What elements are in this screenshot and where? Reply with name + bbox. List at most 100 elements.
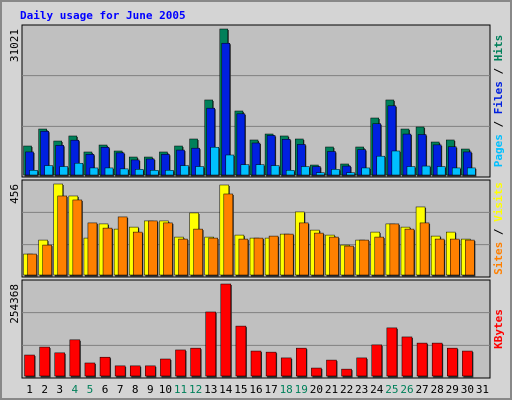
bar bbox=[419, 222, 430, 276]
bar bbox=[148, 220, 158, 276]
bar bbox=[404, 228, 415, 276]
x-tick-label: 12 bbox=[189, 383, 202, 396]
bar bbox=[117, 216, 128, 276]
bar bbox=[281, 138, 291, 176]
bar bbox=[391, 150, 401, 176]
legend-separator: / bbox=[492, 222, 505, 242]
bar bbox=[89, 167, 99, 176]
bar bbox=[195, 166, 204, 176]
bar bbox=[190, 347, 201, 377]
legend-label: Hits bbox=[492, 35, 505, 62]
bar bbox=[57, 195, 67, 276]
bar bbox=[119, 168, 129, 176]
bar bbox=[301, 166, 310, 176]
bar bbox=[299, 222, 309, 276]
x-tick-label: 24 bbox=[370, 383, 384, 396]
bar bbox=[235, 325, 247, 377]
x-tick-label: 18 bbox=[280, 383, 293, 396]
bar bbox=[175, 349, 186, 377]
bar bbox=[326, 359, 337, 377]
bar bbox=[54, 352, 65, 377]
chart-title: Daily usage for June 2005 bbox=[20, 9, 186, 22]
bar bbox=[99, 356, 111, 377]
bar bbox=[114, 365, 126, 377]
x-tick-label: 4 bbox=[72, 383, 79, 396]
bar bbox=[27, 253, 37, 276]
x-tick-label: 23 bbox=[355, 383, 368, 396]
x-tick-label: 8 bbox=[132, 383, 139, 396]
bar bbox=[265, 351, 277, 377]
bar bbox=[223, 193, 234, 276]
x-tick-label: 16 bbox=[249, 383, 262, 396]
bar-shadow bbox=[347, 173, 356, 177]
x-tick-label: 29 bbox=[446, 383, 459, 396]
bar bbox=[180, 165, 189, 176]
bar bbox=[316, 172, 325, 176]
bar bbox=[376, 155, 386, 176]
x-tick-label: 22 bbox=[340, 383, 353, 396]
bar bbox=[314, 232, 324, 276]
bar bbox=[145, 365, 156, 377]
bar bbox=[450, 238, 460, 276]
legend-separator: / bbox=[492, 114, 505, 134]
bar bbox=[72, 199, 83, 276]
legend-label: KBytes bbox=[492, 309, 505, 349]
bar bbox=[361, 167, 370, 176]
bar bbox=[74, 162, 84, 176]
bar bbox=[359, 239, 369, 276]
bar bbox=[344, 245, 354, 276]
bar bbox=[84, 362, 96, 377]
x-tick-label: 25 bbox=[385, 383, 398, 396]
x-tick-label: 10 bbox=[159, 383, 172, 396]
x-tick-label: 20 bbox=[310, 383, 323, 396]
bar bbox=[285, 170, 295, 176]
bar bbox=[69, 339, 81, 377]
legend: KBytes bbox=[492, 309, 505, 349]
bar bbox=[104, 167, 114, 176]
bar bbox=[389, 223, 400, 276]
bar bbox=[87, 222, 98, 276]
bar bbox=[255, 164, 265, 176]
bar bbox=[268, 235, 279, 276]
x-tick-label: 1 bbox=[26, 383, 33, 396]
bar bbox=[311, 367, 322, 377]
bar bbox=[270, 165, 280, 176]
bar bbox=[24, 354, 35, 377]
bar bbox=[134, 169, 144, 176]
bar bbox=[240, 164, 250, 176]
x-tick-label: 28 bbox=[431, 383, 444, 396]
x-tick-label: 7 bbox=[117, 383, 124, 396]
bar bbox=[431, 342, 443, 377]
x-tick-label: 27 bbox=[415, 383, 428, 396]
bar bbox=[253, 237, 264, 276]
bar bbox=[220, 283, 232, 377]
y-tick-label: 254368 bbox=[8, 284, 21, 324]
y-tick-label: 31021 bbox=[8, 29, 21, 62]
bar bbox=[210, 146, 219, 176]
bar bbox=[44, 165, 53, 176]
bar bbox=[42, 244, 52, 276]
bar bbox=[208, 237, 218, 276]
bar bbox=[465, 239, 475, 276]
x-tick-label: 3 bbox=[56, 383, 63, 396]
bar bbox=[59, 166, 68, 176]
legend-separator: / bbox=[492, 61, 505, 81]
bar bbox=[39, 346, 50, 377]
x-tick-label: 15 bbox=[234, 383, 247, 396]
bar bbox=[283, 233, 294, 276]
x-tick-label: 31 bbox=[476, 383, 489, 396]
bar bbox=[401, 336, 413, 377]
bar bbox=[331, 169, 340, 176]
bar bbox=[341, 368, 352, 377]
x-tick-label: 9 bbox=[147, 383, 154, 396]
legend-label: Files bbox=[492, 81, 505, 114]
x-tick-label: 19 bbox=[295, 383, 308, 396]
x-tick-label: 5 bbox=[87, 383, 94, 396]
bar bbox=[29, 170, 38, 176]
bar bbox=[452, 167, 461, 176]
bar bbox=[406, 166, 416, 176]
bar bbox=[132, 231, 143, 276]
bar bbox=[462, 350, 473, 377]
legend: Pages / Files / Hits bbox=[492, 35, 505, 168]
